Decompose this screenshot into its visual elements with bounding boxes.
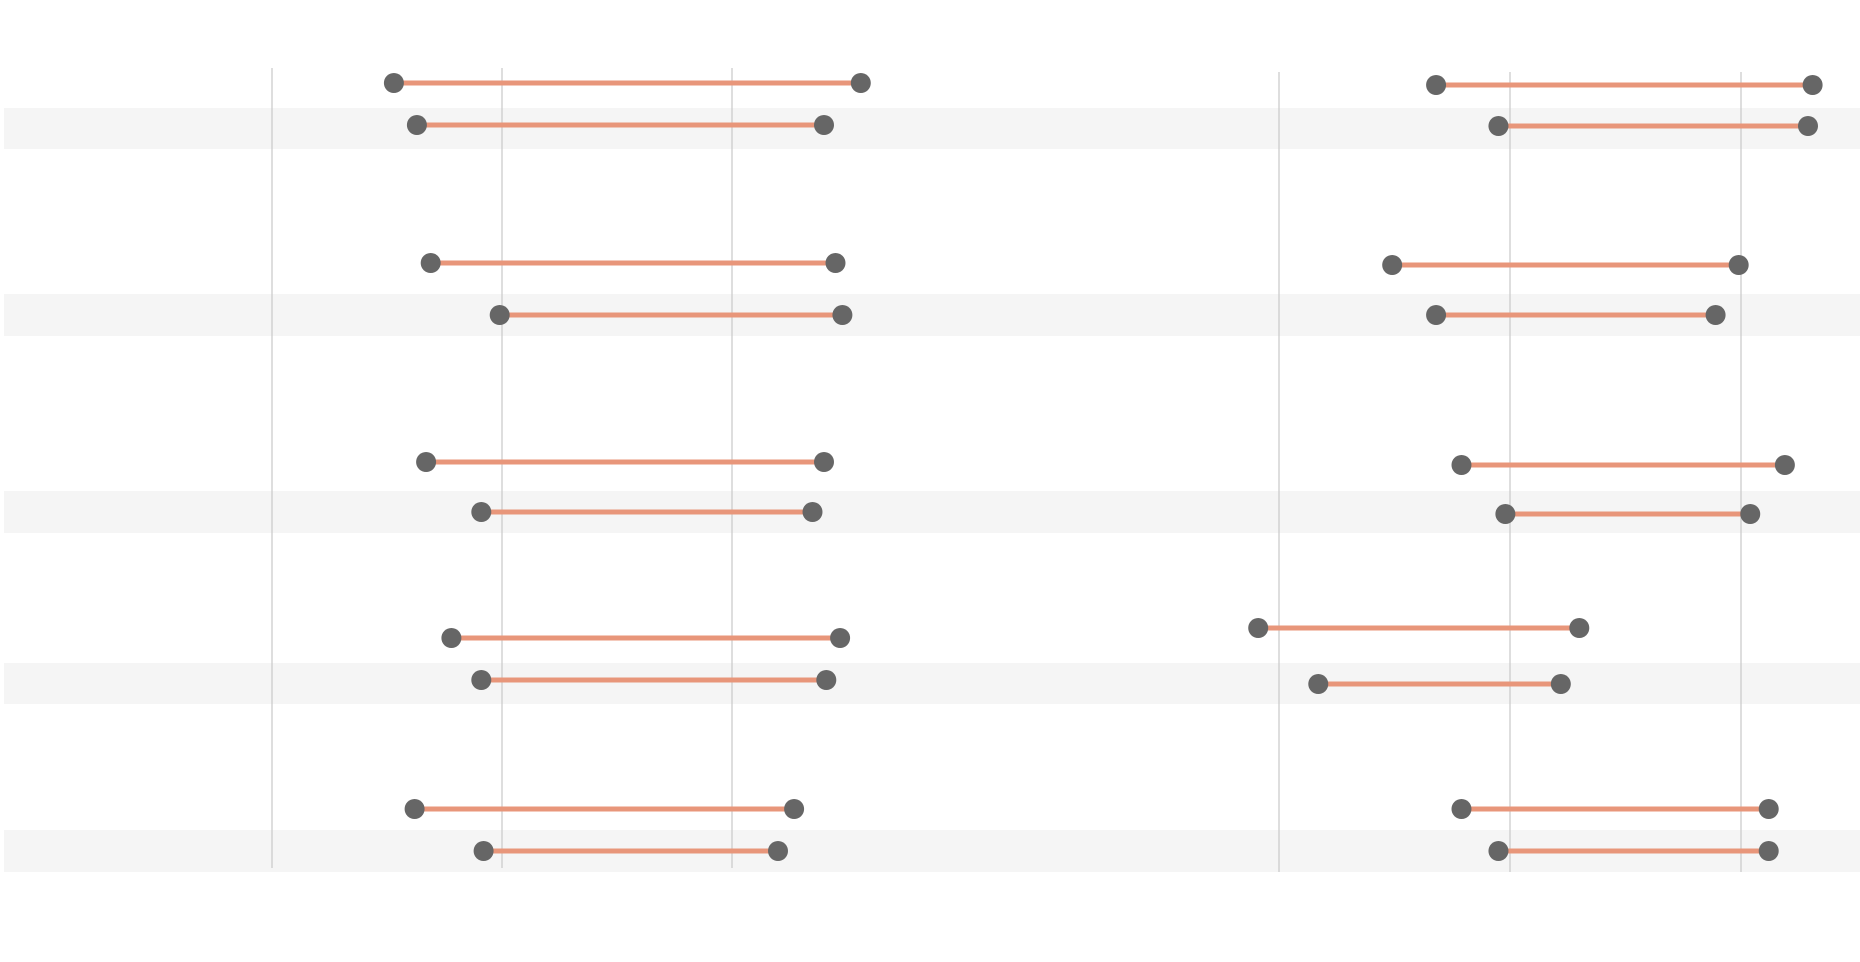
gridlines <box>271 68 1742 872</box>
dumbbell-end-dot-left-g2-r0 <box>814 452 834 472</box>
dumbbell-end-dot-right-g0-r1 <box>1797 116 1818 136</box>
dumbbell-end-dot-left-g3-r1 <box>816 670 837 690</box>
dumbbell-end-dot-right-g1-r1 <box>1705 305 1726 325</box>
dumbbell-start-dot-left-g4-r1 <box>473 841 494 861</box>
dumbbell-end-dot-right-g4-r1 <box>1758 841 1779 861</box>
dumbbell-end-dot-right-g3-r1 <box>1550 674 1571 694</box>
dumbbell-end-dot-left-g1-r1 <box>832 305 853 325</box>
dumbbell-start-dot-right-g0-r0 <box>1426 75 1447 95</box>
dumbbell-start-dot-right-g4-r1 <box>1488 841 1509 861</box>
dumbbell-start-dot-right-g3-r1 <box>1308 674 1329 694</box>
dumbbell-end-dot-right-g0-r0 <box>1802 75 1823 95</box>
dumbbell-end-dot-right-g4-r0 <box>1758 799 1779 819</box>
dumbbell-end-dot-right-g2-r1 <box>1740 504 1761 524</box>
dumbbell-start-dot-left-g3-r1 <box>471 670 492 690</box>
dumbbell-end-dot-left-g0-r1 <box>814 115 834 135</box>
dumbbell-end-dot-left-g1-r0 <box>825 253 846 273</box>
dumbbell-start-dot-right-g1-r1 <box>1426 305 1447 325</box>
dumbbell-marks <box>383 73 1823 861</box>
dumbbell-end-dot-right-g1-r0 <box>1728 255 1749 275</box>
dumbbell-end-dot-right-g2-r0 <box>1774 455 1795 475</box>
dumbbell-start-dot-left-g1-r0 <box>420 253 441 273</box>
dumbbell-end-dot-left-g2-r1 <box>802 502 823 522</box>
dumbbell-start-dot-right-g2-r0 <box>1451 455 1472 475</box>
dumbbell-start-dot-left-g0-r0 <box>383 73 404 93</box>
dumbbell-start-dot-left-g2-r1 <box>471 502 492 522</box>
dumbbell-start-dot-left-g4-r0 <box>404 799 425 819</box>
dumbbell-end-dot-left-g4-r1 <box>768 841 788 861</box>
dumbbell-start-dot-right-g0-r1 <box>1488 116 1509 136</box>
dumbbell-start-dot-right-g2-r1 <box>1495 504 1516 524</box>
dumbbell-start-dot-left-g2-r0 <box>416 452 437 472</box>
dumbbell-end-dot-left-g3-r0 <box>830 628 851 648</box>
dumbbell-start-dot-right-g1-r0 <box>1382 255 1403 275</box>
row-band-3 <box>4 663 1860 704</box>
dumbbell-start-dot-left-g3-r0 <box>441 628 462 648</box>
dumbbell-start-dot-left-g1-r1 <box>489 305 510 325</box>
row-bands <box>4 108 1860 872</box>
dumbbell-start-dot-right-g3-r0 <box>1248 618 1269 638</box>
dumbbell-start-dot-right-g4-r0 <box>1451 799 1472 819</box>
dumbbell-end-dot-left-g0-r0 <box>850 73 871 93</box>
dumbbell-end-dot-left-g4-r0 <box>784 799 805 819</box>
dumbbell-end-dot-right-g3-r0 <box>1569 618 1590 638</box>
dumbbell-start-dot-left-g0-r1 <box>406 115 427 135</box>
